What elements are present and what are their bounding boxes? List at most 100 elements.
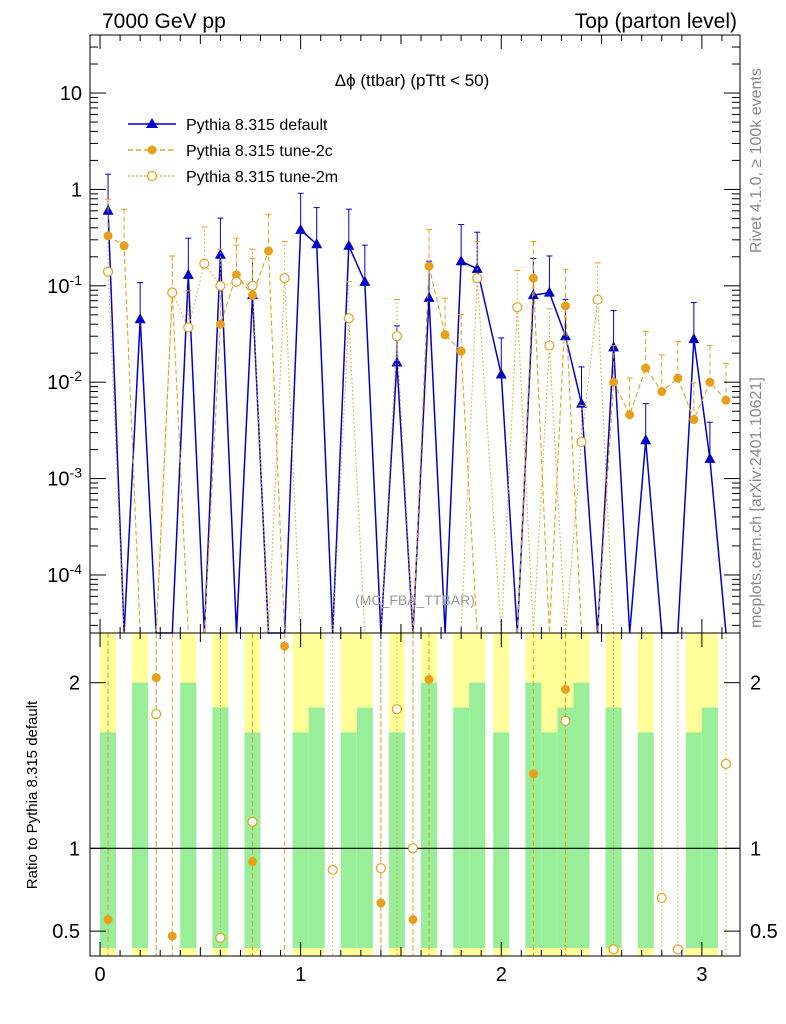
point-default <box>423 291 435 302</box>
point-tune-2m <box>343 313 354 324</box>
point-default <box>559 330 571 341</box>
point-tune-2c <box>264 246 274 256</box>
legend: Pythia 8.315 default Pythia 8.315 tune-2… <box>128 117 338 186</box>
header-right: Top (parton level) <box>575 10 737 33</box>
point-default <box>455 255 467 266</box>
band-green <box>180 682 197 948</box>
watermark: (MC_FBA_TTBAR) <box>355 592 475 608</box>
ratio-point-tune-2m <box>720 758 732 769</box>
ratio-point-tune-2m <box>608 944 619 955</box>
point-tune-2c <box>103 231 113 241</box>
point-tune-2c <box>609 377 619 387</box>
point-tune-2c <box>673 373 683 383</box>
point-default <box>640 434 652 445</box>
point-default <box>343 239 355 250</box>
ratio-point-tune-2m <box>151 709 162 720</box>
ratio-ytick-label-right: 1 <box>750 838 761 860</box>
band-green <box>605 707 622 948</box>
point-tune-2m <box>231 276 242 287</box>
main-ytick-label: 10-1 <box>47 272 82 298</box>
point-default <box>543 286 555 297</box>
point-tune-2m <box>183 322 194 333</box>
ratio-frame <box>89 632 741 957</box>
series-line-1 <box>107 235 727 634</box>
legend-marker-default <box>146 118 158 128</box>
point-default <box>295 223 307 234</box>
header-left: 7000 GeV pp <box>102 10 226 33</box>
ratio-panel: 0.5 0.5 1 1 2 2 0 1 2 3 Ratio to Pythia 8.315 def… <box>24 632 778 986</box>
band-green <box>212 707 229 948</box>
main-ytick-label: 10 <box>60 83 82 105</box>
ratio-point-tune-2c <box>376 898 386 908</box>
band-green <box>340 732 357 948</box>
ratio-point-tune-2m <box>391 704 403 715</box>
band-green <box>100 732 117 948</box>
band-green <box>292 732 309 948</box>
mcplots-label: mcplots.cern.ch [arXiv:2401.10621] <box>748 377 765 628</box>
main-ytick-label: 10-3 <box>47 465 82 491</box>
rivet-label: Rivet 4.1.0, ≥ 100k events <box>748 68 765 253</box>
ratio-point-tune-2m <box>375 863 386 874</box>
point-default <box>311 238 323 249</box>
ratio-ytick-label: 1 <box>69 838 80 860</box>
point-default <box>527 289 539 300</box>
legend-label-tune2m: Pythia 8.315 tune-2m <box>186 169 338 186</box>
point-tune-2m <box>472 273 483 284</box>
ratio-ytick-label: 2 <box>69 673 80 695</box>
ratio-plot-marks <box>103 633 732 956</box>
band-green <box>701 707 718 948</box>
point-tune-2c <box>119 241 129 251</box>
point-tune-2c <box>721 395 731 405</box>
band-green <box>469 682 486 948</box>
xtick-label: 3 <box>696 964 707 986</box>
legend-label-tune2c: Pythia 8.315 tune-2c <box>186 143 333 160</box>
ratio-point-tune-2m <box>407 843 419 854</box>
point-default <box>182 268 194 279</box>
band-green <box>244 732 261 948</box>
point-tune-2m <box>247 280 258 291</box>
point-tune-2c <box>705 377 715 387</box>
main-plot-marks <box>102 173 731 634</box>
ratio-point-tune-2m <box>656 892 667 904</box>
point-tune-2m <box>592 294 603 305</box>
band-green <box>308 707 325 948</box>
band-green <box>453 707 470 948</box>
ratio-ylabel: Ratio to Pythia 8.315 default <box>24 700 41 889</box>
point-tune-2m <box>512 302 523 313</box>
point-default <box>688 333 700 344</box>
point-tune-2m <box>215 280 226 291</box>
ratio-point-tune-2c <box>280 641 290 651</box>
point-tune-2m <box>391 331 403 342</box>
point-tune-2c <box>424 261 434 271</box>
xtick-label: 1 <box>295 964 306 986</box>
point-tune-2c <box>440 330 450 340</box>
ratio-point-tune-2m <box>672 944 683 955</box>
ratio-ytick-label: 0.5 <box>52 921 80 943</box>
ratio-point-tune-2m <box>247 816 258 827</box>
band-green <box>493 732 510 948</box>
point-default <box>134 313 146 324</box>
point-tune-2c <box>689 415 699 425</box>
series-line-0 <box>107 210 727 634</box>
point-tune-2m <box>102 266 114 277</box>
main-axes: 10 1 10-1 10-2 10-3 10-4 <box>47 34 740 633</box>
point-tune-2c <box>560 301 570 311</box>
ratio-point-tune-2c <box>167 931 177 941</box>
point-tune-2c <box>528 273 538 283</box>
point-tune-2c <box>625 410 635 420</box>
band-green <box>573 682 590 948</box>
point-tune-2c <box>231 270 241 280</box>
ratio-ytick-label-right: 0.5 <box>750 921 778 943</box>
ratio-point-tune-2m <box>215 932 226 943</box>
legend-label-default: Pythia 8.315 default <box>186 117 328 134</box>
plot-title: Δϕ (ttbar) (pTtt < 50) <box>335 71 490 90</box>
band-green <box>685 732 702 948</box>
main-ytick-label: 10-2 <box>47 368 82 394</box>
ratio-point-tune-2m <box>560 715 571 726</box>
point-default <box>704 452 716 463</box>
xtick-label: 0 <box>94 964 105 986</box>
point-tune-2m <box>279 273 290 284</box>
ratio-axes: 0.5 0.5 1 1 2 2 0 1 2 3 <box>52 633 778 986</box>
point-tune-2m <box>544 340 555 351</box>
